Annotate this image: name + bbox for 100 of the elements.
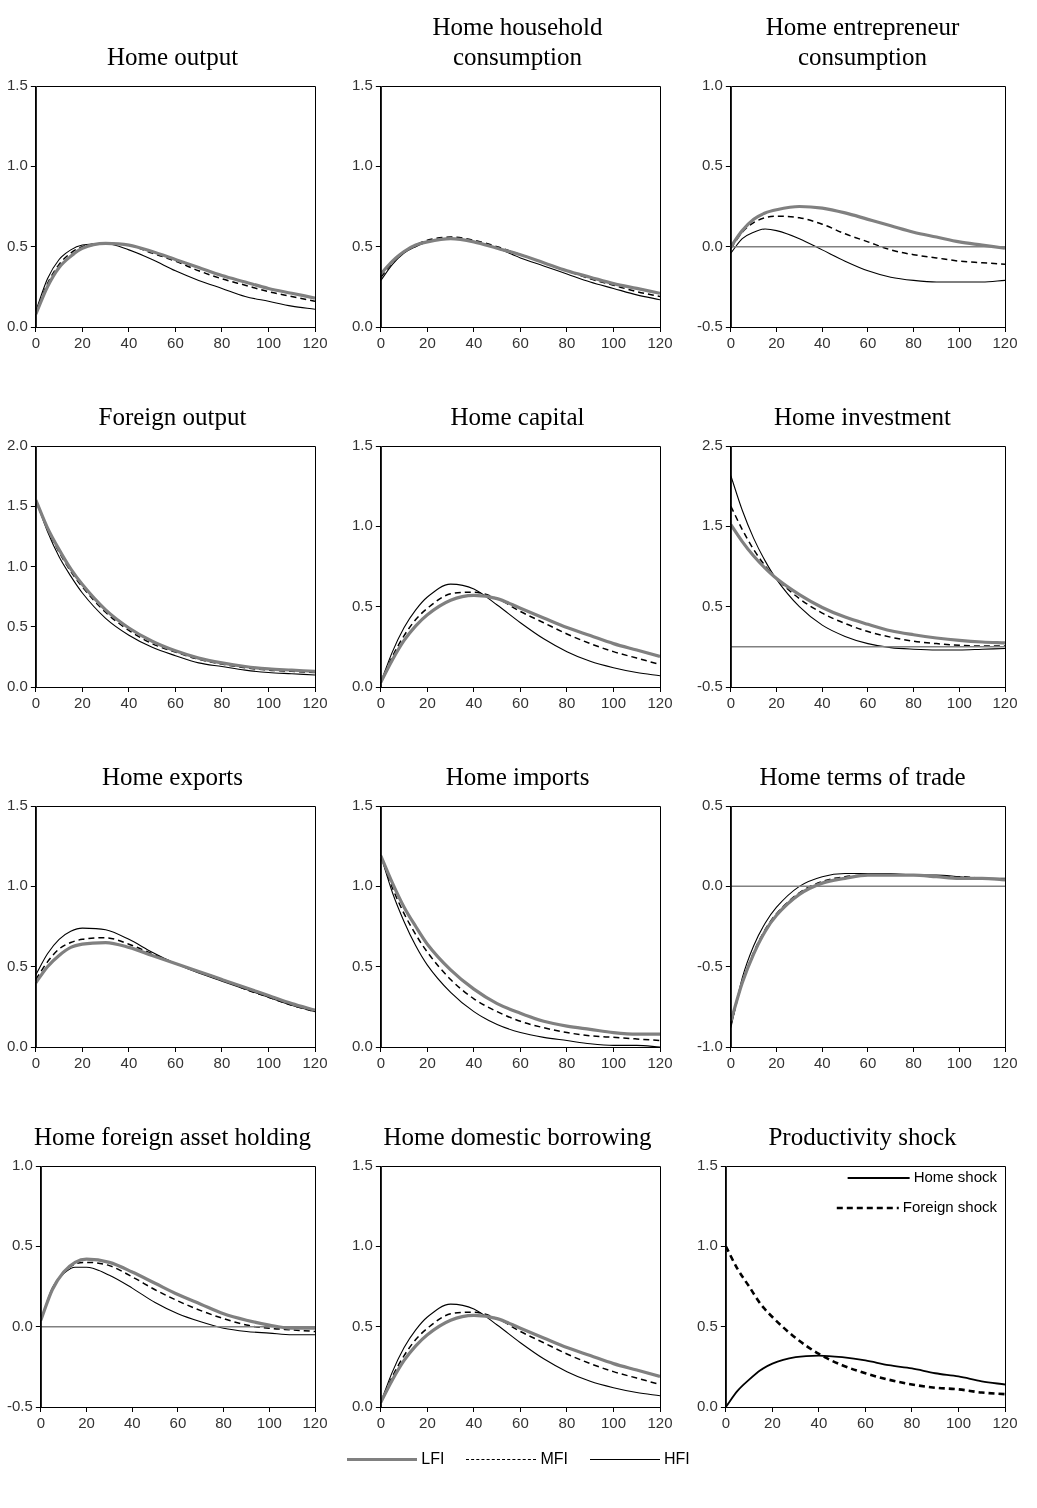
y-tick-label: 0.5 [351,956,373,974]
x-tick-label: 80 [213,694,231,712]
y-tick-label: 1.5 [351,796,373,814]
chart-title: Home entrepreneur consumption [764,12,961,72]
y-tick-label: 0.5 [701,596,723,614]
x-tick-label: 60 [857,1414,874,1432]
y-tick-label: 1.0 [351,876,373,894]
y-tick-label: 1.0 [351,1236,373,1254]
x-tick-label: 20 [419,694,436,712]
x-tick-label: 120 [647,1054,673,1072]
x-tick-label: 0 [376,1054,386,1072]
y-tick-label: 1.0 [351,156,373,174]
x-tick-label: 60 [167,1054,184,1072]
x-tick-label: 60 [512,694,529,712]
x-tick-label: 40 [813,1054,831,1072]
x-tick-label: 20 [419,334,436,352]
y-tick-label: 1.0 [6,156,28,174]
y-tick-label: 0.5 [351,596,373,614]
x-tick-label: 120 [647,694,673,712]
x-tick-label: 60 [512,334,529,352]
chart-title: Home output [105,42,240,72]
x-tick-label: 40 [120,694,138,712]
y-tick-label: 1.5 [696,1156,718,1174]
y-tick-label: 1.0 [6,556,28,574]
x-tick-label: 80 [905,334,922,352]
y-tick-label: -0.5 [6,1397,33,1415]
x-tick-label: 60 [167,694,184,712]
chart-title: Home capital [449,402,586,432]
x-tick-label: 100 [255,694,281,712]
x-tick-label: 120 [992,694,1018,712]
x-tick-label: 20 [74,334,91,352]
x-tick-label: 100 [256,1414,282,1432]
x-tick-label: 20 [768,694,785,712]
x-tick-label: 40 [465,694,483,712]
y-tick-label: 2.0 [6,436,28,454]
x-tick-label: 100 [600,694,626,712]
x-tick-label: 20 [764,1414,781,1432]
y-tick-label: 1.0 [351,516,373,534]
x-tick-label: 120 [992,1414,1018,1432]
x-tick-label: 40 [813,334,831,352]
x-tick-label: 20 [419,1414,436,1432]
y-tick-label: 0.0 [701,236,723,254]
x-tick-label: 20 [768,334,785,352]
y-tick-label: 0.5 [6,236,28,254]
x-tick-label: 80 [213,1054,231,1072]
chart-title: Home terms of trade [758,762,967,792]
x-tick-label: 60 [859,1054,877,1072]
y-tick-label: 1.5 [351,76,373,94]
y-tick-label: 1.5 [6,496,28,514]
x-tick-label: 20 [419,1054,436,1072]
x-tick-label: 40 [123,1414,141,1432]
x-tick-label: 100 [946,694,972,712]
x-tick-label: 0 [31,694,41,712]
x-tick-label: 120 [992,334,1018,352]
x-tick-label: 80 [558,694,576,712]
y-tick-label: -0.5 [696,677,723,695]
chart-title: Home imports [444,762,591,792]
x-tick-label: 120 [302,334,328,352]
y-tick-label: 0.0 [351,1397,373,1415]
y-tick-label: 1.5 [6,76,28,94]
x-tick-label: 120 [302,694,328,712]
chart-title: Home foreign asset holding [33,1122,312,1152]
x-tick-label: 120 [302,1414,328,1432]
x-tick-label: 60 [512,1054,529,1072]
chart-title: Home household consumption [431,12,604,72]
x-tick-label: 100 [255,1054,281,1072]
x-tick-label: 80 [905,694,922,712]
y-tick-label: 1.5 [701,516,723,534]
x-tick-label: 0 [31,1054,41,1072]
y-tick-label: 1.0 [696,1236,718,1254]
chart-title: Foreign output [97,402,248,432]
y-tick-label: -0.5 [696,317,723,335]
legend-label: MFI [540,1450,568,1468]
x-tick-label: 20 [78,1414,95,1432]
x-tick-label: 0 [726,1054,736,1072]
chart-title: Home domestic borrowing [382,1122,653,1152]
y-tick-label: 0.0 [351,317,373,335]
y-tick-label: 0.0 [6,677,28,695]
y-tick-label: 0.5 [6,616,28,634]
y-tick-label: 1.5 [351,1156,373,1174]
y-tick-label: 0.0 [696,1397,718,1415]
x-tick-label: 0 [376,694,386,712]
legend-label: Home shock [913,1168,998,1186]
legend-label: LFI [421,1450,445,1468]
y-tick-label: 0.5 [6,956,28,974]
x-tick-label: 100 [600,334,626,352]
x-tick-label: 80 [905,1054,922,1072]
chart-title: Home investment [772,402,953,432]
y-tick-label: 0.5 [701,156,723,174]
legend-label: Foreign shock [902,1198,998,1216]
x-tick-label: 60 [859,694,877,712]
y-tick-label: 0.5 [351,236,373,254]
x-tick-label: 100 [600,1414,626,1432]
x-tick-label: 60 [167,334,184,352]
x-tick-label: 80 [558,1414,576,1432]
x-tick-label: 120 [302,1054,328,1072]
x-tick-label: 40 [465,1414,483,1432]
x-tick-label: 0 [376,334,386,352]
x-tick-label: 100 [945,1414,971,1432]
y-tick-label: 2.5 [701,436,723,454]
